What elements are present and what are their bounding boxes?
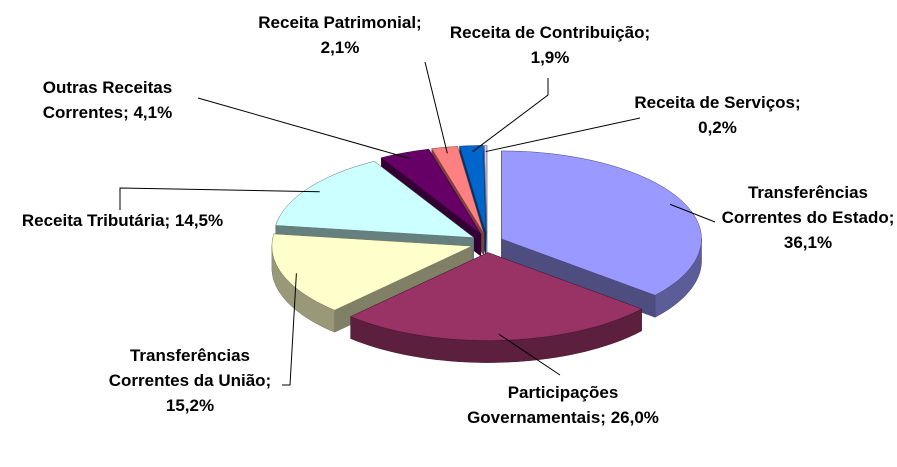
leader-line — [472, 78, 549, 153]
slice-top — [501, 150, 702, 296]
data-label: Receita de Serviços; 0,2% — [630, 90, 805, 140]
label-value: 14,5% — [174, 211, 224, 230]
leader-line — [282, 273, 297, 386]
label-name: Outras Receitas Correntes; — [42, 78, 173, 122]
label-value: 26,0% — [610, 408, 659, 427]
leader-line — [197, 97, 410, 159]
label-name: Receita de Serviços; — [634, 93, 801, 112]
slice — [350, 252, 643, 363]
data-label: Receita Tributária; 14,5% — [5, 208, 240, 233]
slice-top — [380, 148, 482, 235]
label-value: 1,9% — [530, 48, 570, 67]
label-name: Receita Tributária; — [21, 211, 171, 230]
label-value: 2,1% — [320, 38, 360, 57]
label-value: 4,1% — [133, 103, 173, 122]
slice — [501, 150, 702, 318]
label-name: Transferências Correntes da União; — [108, 346, 272, 390]
data-label: Participações Governamentais; 26,0% — [458, 380, 668, 430]
leader-line — [119, 187, 320, 210]
data-label: Transferências Correntes da União; 15,2% — [95, 343, 285, 418]
label-value: 0,2% — [698, 118, 737, 137]
slice-top — [350, 252, 643, 341]
label-value: 15,2% — [165, 396, 215, 415]
data-label: Receita de Contribuição; 1,9% — [435, 20, 665, 70]
label-name: Transferências Correntes do Estado; — [721, 183, 895, 227]
data-label: Outras Receitas Correntes; 4,1% — [5, 75, 210, 125]
data-label: Receita Patrimonial; 2,1% — [245, 10, 435, 60]
slice-top — [484, 145, 488, 234]
label-name: Receita Patrimonial; — [258, 13, 422, 32]
leader-line — [498, 333, 561, 376]
slice — [484, 145, 488, 256]
slice-top — [271, 233, 473, 311]
label-name: Receita de Contribuição; — [449, 23, 651, 42]
leader-line — [669, 203, 716, 223]
slice-top — [275, 161, 475, 238]
label-value: 36,1% — [783, 233, 833, 252]
leader-line — [485, 117, 641, 153]
data-label: Transferências Correntes do Estado; 36,1… — [718, 180, 897, 255]
slice-top — [459, 145, 487, 234]
label-name: Participações Governamentais; — [467, 383, 619, 427]
leader-line — [424, 61, 448, 154]
slice-top — [431, 146, 485, 234]
